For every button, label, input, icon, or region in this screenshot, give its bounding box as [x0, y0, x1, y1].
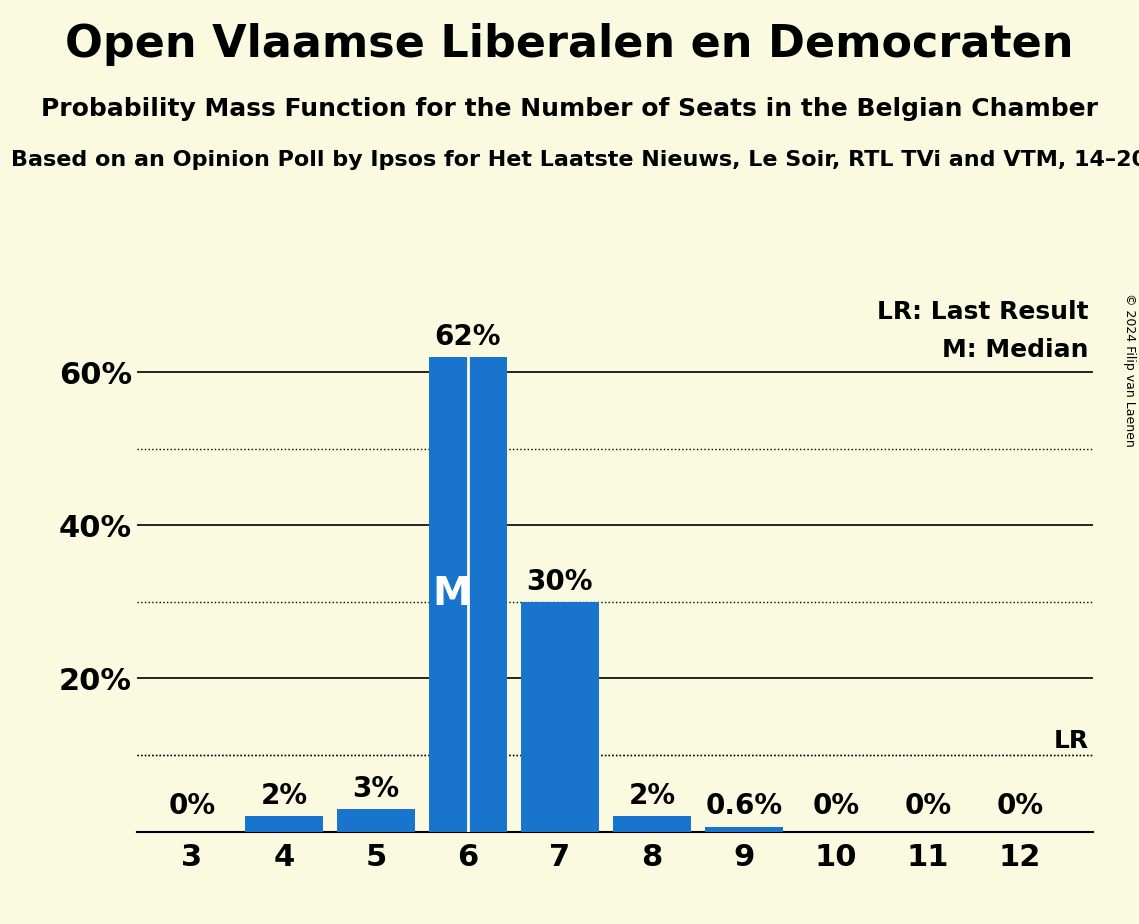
Text: 0.6%: 0.6%: [705, 792, 782, 821]
Text: Based on an Opinion Poll by Ipsos for Het Laatste Nieuws, Le Soir, RTL TVi and V: Based on an Opinion Poll by Ipsos for He…: [11, 150, 1139, 170]
Text: 0%: 0%: [169, 792, 215, 821]
Text: 2%: 2%: [629, 782, 675, 810]
Bar: [705, 827, 782, 832]
Bar: [337, 808, 415, 832]
Text: Probability Mass Function for the Number of Seats in the Belgian Chamber: Probability Mass Function for the Number…: [41, 97, 1098, 121]
Text: M: Median: M: Median: [942, 338, 1089, 362]
Text: © 2024 Filip van Laenen: © 2024 Filip van Laenen: [1123, 293, 1137, 446]
Text: 0%: 0%: [997, 792, 1043, 821]
Text: LR: Last Result: LR: Last Result: [877, 299, 1089, 323]
Bar: [613, 816, 691, 832]
Text: 2%: 2%: [261, 782, 308, 810]
Text: 3%: 3%: [352, 774, 400, 803]
Text: 0%: 0%: [812, 792, 860, 821]
Text: M: M: [432, 576, 470, 614]
Bar: [521, 602, 599, 832]
Text: Open Vlaamse Liberalen en Democraten: Open Vlaamse Liberalen en Democraten: [65, 23, 1074, 67]
Text: LR: LR: [1054, 729, 1089, 753]
Text: 30%: 30%: [526, 567, 593, 596]
Bar: [245, 816, 323, 832]
Bar: [428, 357, 507, 832]
Text: 62%: 62%: [435, 322, 501, 351]
Text: 0%: 0%: [904, 792, 951, 821]
